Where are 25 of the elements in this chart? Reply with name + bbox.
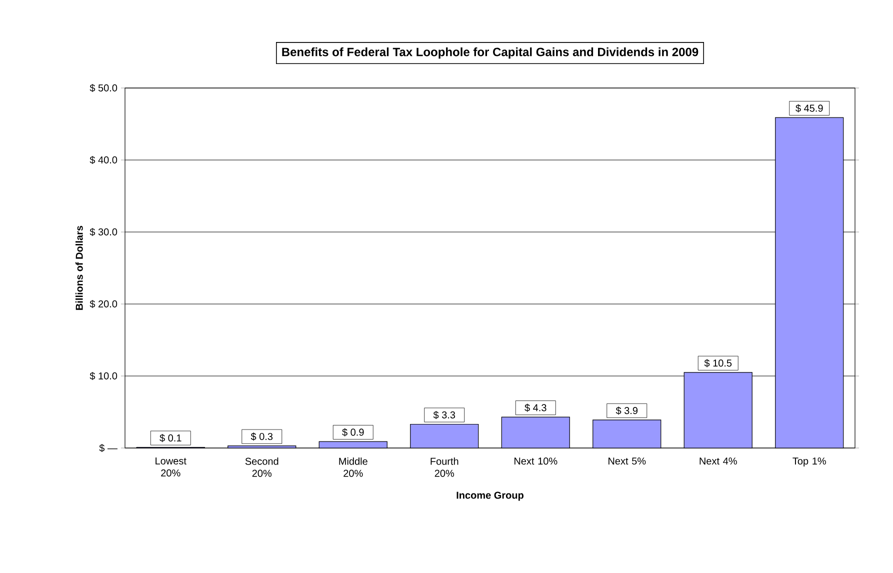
y-axis-title: Billions of Dollars [75, 226, 83, 310]
x-tick-label: Top 1% [792, 458, 826, 467]
data-label: $ 4.3 [524, 404, 546, 412]
data-label: $ 0.9 [342, 428, 364, 436]
y-tick-label: $ 40.0 [90, 156, 118, 164]
x-tick-label: Fourth 20% [430, 458, 458, 477]
x-tick-label: Next 10% [514, 458, 558, 465]
x-tick-label: Next 4% [700, 458, 737, 465]
y-tick-label: $ 10.0 [90, 372, 118, 380]
y-tick-label: $ — [99, 444, 118, 452]
y-tick-label: $ 30.0 [90, 228, 118, 236]
chart-title: Benefits of Federal Tax Loophole for Capital Gains and Dividends in 2009 [282, 47, 698, 59]
data-label: $ 3.9 [616, 406, 638, 415]
data-label: $ 0.3 [250, 432, 273, 441]
x-axis-title: Income Group [456, 492, 524, 501]
x-tick-label: Next 5% [608, 458, 646, 465]
y-tick-label: $ 50.0 [90, 84, 118, 92]
x-tick-label: Second 20% [245, 458, 278, 477]
data-label: $ 0.1 [160, 434, 182, 442]
x-tick-label: Middle 20% [339, 458, 368, 477]
data-label: $ 10.5 [704, 359, 732, 368]
y-tick-label: $ 20.0 [90, 300, 118, 308]
data-label: $ 3.3 [433, 410, 456, 420]
x-tick-label: Lowest 20% [156, 458, 186, 476]
data-label: $ 45.9 [796, 104, 823, 112]
